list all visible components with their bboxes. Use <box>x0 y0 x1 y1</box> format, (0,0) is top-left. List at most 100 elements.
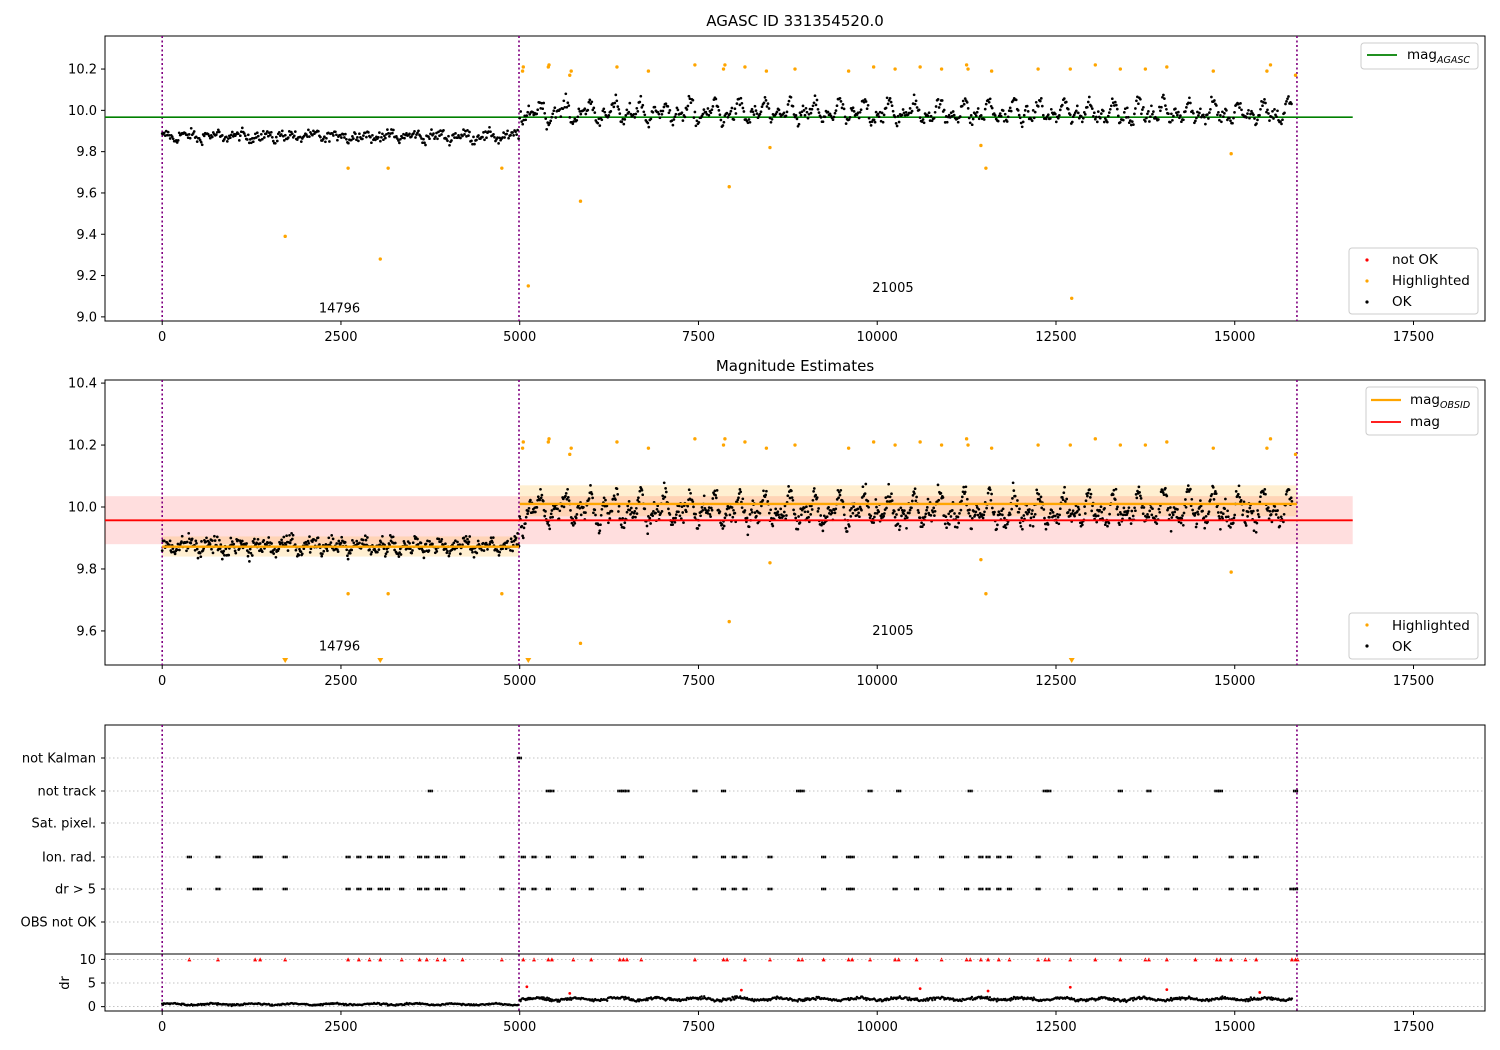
ok-point <box>543 514 547 518</box>
ok-point <box>1070 120 1074 124</box>
ok-point <box>1011 481 1015 485</box>
ok-point <box>252 541 256 545</box>
ok-point <box>427 135 430 138</box>
ok-point <box>162 131 166 135</box>
flag-event-marker <box>381 887 383 891</box>
ok-point <box>650 512 654 515</box>
flag-event-marker <box>545 887 548 891</box>
ok-point <box>651 110 655 114</box>
ok-point <box>199 555 203 559</box>
ok-point <box>952 113 956 117</box>
ok-point <box>408 132 411 136</box>
ok-point <box>1102 120 1106 124</box>
flag-event-marker <box>502 887 505 891</box>
ok-point <box>992 513 996 516</box>
ok-point <box>594 513 597 517</box>
ok-point <box>718 510 722 513</box>
ok-point <box>651 514 655 518</box>
flag-event-marker <box>1039 887 1041 891</box>
x-tick-label: 2500 <box>324 674 357 689</box>
dr-outlier-point <box>739 988 743 992</box>
ok-point <box>1003 524 1007 527</box>
ok-point <box>795 117 799 121</box>
ok-point <box>989 498 993 502</box>
ok-point <box>973 112 977 116</box>
flag-event-marker <box>531 855 534 859</box>
ok-point <box>1278 524 1282 528</box>
ok-point <box>1199 504 1203 508</box>
ok-point <box>907 111 911 115</box>
ok-point <box>162 539 166 543</box>
flag-event-marker <box>847 887 850 891</box>
ok-point <box>814 493 818 497</box>
ok-point <box>306 135 309 138</box>
ok-point <box>1194 119 1197 123</box>
ok-point <box>695 119 699 123</box>
ok-point <box>1233 111 1236 114</box>
flag-event-marker <box>592 887 594 891</box>
dr-point <box>1011 997 1015 1001</box>
flag-event-marker <box>549 887 551 891</box>
ok-point <box>1043 516 1046 520</box>
ok-point <box>775 513 778 517</box>
ok-point <box>1021 120 1025 124</box>
highlighted-point <box>500 592 504 596</box>
ok-point <box>306 539 310 543</box>
ok-point <box>737 496 740 500</box>
ok-point <box>1083 505 1086 508</box>
ok-point <box>361 542 364 546</box>
highlighted-point <box>1143 443 1148 447</box>
flag-event-marker <box>402 855 405 859</box>
ok-point <box>902 512 906 516</box>
ok-point <box>1078 513 1081 517</box>
ok-point <box>232 542 236 546</box>
ok-point <box>747 525 751 529</box>
x-tick-label: 12500 <box>1035 330 1076 345</box>
ok-point <box>214 133 218 137</box>
ok-point <box>255 131 259 135</box>
ok-point <box>1246 510 1250 514</box>
ok-point <box>1050 509 1054 512</box>
ok-point <box>447 554 451 558</box>
ok-point <box>1066 107 1070 111</box>
ok-point <box>1252 529 1256 533</box>
ok-point <box>488 125 491 129</box>
ok-point <box>584 112 588 116</box>
flag-event-marker <box>368 887 371 891</box>
ok-point <box>366 536 369 539</box>
legend-ok-label: OK <box>1392 639 1413 655</box>
flag-event-marker <box>386 855 389 859</box>
ok-point <box>1057 114 1061 117</box>
ok-point <box>424 542 428 546</box>
ok-point <box>694 512 697 516</box>
ok-point <box>678 514 682 518</box>
ok-point <box>885 506 888 510</box>
ok-point <box>1239 499 1243 502</box>
flag-event-marker <box>1092 887 1095 891</box>
ok-point <box>1008 106 1012 110</box>
ok-point <box>922 523 926 526</box>
ok-point <box>527 104 531 108</box>
ok-point <box>1111 493 1115 496</box>
ok-point <box>740 506 744 510</box>
ok-point <box>657 112 661 116</box>
ok-point <box>716 105 720 109</box>
ok-point <box>715 489 719 492</box>
ok-point <box>163 134 167 137</box>
ok-point <box>1074 109 1078 113</box>
ok-point <box>1094 514 1098 518</box>
ok-point <box>336 138 339 142</box>
ok-point <box>920 521 923 525</box>
ok-point <box>707 113 711 117</box>
ok-point <box>587 100 591 104</box>
ok-point <box>466 129 469 132</box>
ok-point <box>771 524 775 528</box>
flag-event-marker <box>997 855 1000 859</box>
x-tick-label: 10000 <box>857 674 898 689</box>
ok-point <box>634 112 638 116</box>
ok-point <box>1222 115 1225 118</box>
ok-point <box>176 139 180 142</box>
x-tick-label: 2500 <box>324 1020 357 1035</box>
ok-point <box>1106 114 1110 118</box>
ok-point <box>987 100 991 104</box>
